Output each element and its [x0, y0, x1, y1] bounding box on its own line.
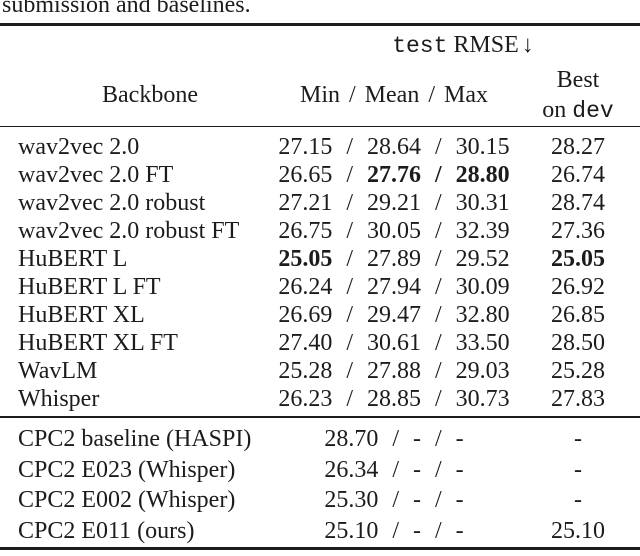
table-row: CPC2 E011 (ours) 25.10 / - / - 25.10	[0, 516, 640, 547]
backbone-results-section: wav2vec 2.0 27.15 / 28.64 / 30.15 28.27 wav…	[0, 127, 640, 416]
backbone-cell: Whisper	[18, 386, 100, 413]
best-label: Best	[556, 67, 600, 94]
table-row: HuBERT XL FT 27.40 / 30.61 / 33.50 28.50	[0, 329, 640, 357]
best-on-dev-cell: 28.74	[551, 190, 605, 217]
best-on-dev-cell: 25.28	[551, 358, 605, 385]
backbone-cell: WavLM	[18, 358, 98, 385]
best-on-dev-cell: 25.05	[551, 246, 605, 273]
min-mean-max-cell: 27.40 / 30.61 / 33.50	[278, 330, 510, 357]
best-on-dev-cell: 25.10	[551, 517, 605, 544]
min-mean-max-cell: 26.34 / - / -	[324, 456, 464, 483]
table-top-rule	[0, 23, 640, 26]
backbone-cell: wav2vec 2.0 robust FT	[18, 218, 240, 245]
best-on-dev-cell: -	[574, 426, 582, 453]
min-mean-max-cell: 26.23 / 28.85 / 30.73	[278, 386, 510, 413]
backbone-cell: HuBERT L	[18, 246, 128, 273]
table-row: wav2vec 2.0 FT 26.65 / 27.76 / 28.80 26.74	[0, 161, 640, 189]
backbone-cell: CPC2 E023 (Whisper)	[18, 456, 236, 483]
best-on-dev-cell: 26.74	[551, 162, 605, 189]
backbone-cell: wav2vec 2.0	[18, 134, 140, 161]
backbone-cell: HuBERT XL	[18, 302, 145, 329]
backbone-cell: CPC2 E002 (Whisper)	[18, 487, 236, 514]
table-row: Whisper 26.23 / 28.85 / 30.73 27.83	[0, 385, 640, 413]
min-mean-max-cell: 26.65 / 27.76 / 28.80	[278, 162, 510, 189]
backbone-cell: CPC2 baseline (HASPI)	[18, 426, 252, 453]
group-header-test-rmse: test RMSE ↓	[272, 32, 640, 59]
min-mean-max-cell: 27.15 / 28.64 / 30.15	[278, 134, 510, 161]
best-on-dev-cell: -	[574, 487, 582, 514]
best-on-dev-cell: 28.50	[551, 330, 605, 357]
backbone-cell: CPC2 E011 (ours)	[18, 517, 195, 544]
dev-label-mono: dev	[572, 98, 614, 125]
min-mean-max-cell: 28.70 / - / -	[324, 426, 464, 453]
table-row: CPC2 E002 (Whisper) 25.30 / - / - -	[0, 485, 640, 516]
column-header-best-on-dev: Best on dev	[516, 65, 640, 126]
table-row: CPC2 baseline (HASPI) 28.70 / - / - -	[0, 424, 640, 455]
down-arrow-icon: ↓	[521, 32, 534, 59]
best-on-dev-cell: 27.36	[551, 218, 605, 245]
column-header-row: Backbone Min / Mean / Max Best on dev	[0, 66, 640, 126]
backbone-cell: wav2vec 2.0 FT	[18, 162, 174, 189]
test-label-mono: test	[392, 33, 448, 60]
min-mean-max-cell: 27.21 / 29.21 / 30.31	[278, 190, 510, 217]
best-on-dev-cell: 26.85	[551, 302, 605, 329]
group-header-row: test RMSE ↓	[0, 26, 640, 66]
column-header-backbone: Backbone	[102, 82, 198, 109]
backbone-cell: HuBERT XL FT	[18, 330, 178, 357]
min-mean-max-cell: 25.10 / - / -	[324, 517, 464, 544]
table-row: wav2vec 2.0 robust FT 26.75 / 30.05 / 32.…	[0, 217, 640, 245]
min-mean-max-cell: 25.30 / - / -	[324, 487, 464, 514]
best-on-dev-cell: 26.92	[551, 274, 605, 301]
header-separator-rule	[0, 125, 640, 128]
best-on-dev-cell: 27.83	[551, 386, 605, 413]
on-dev-label: on dev	[542, 97, 614, 125]
min-mean-max-cell: 25.05 / 27.89 / 29.52	[278, 246, 510, 273]
best-on-dev-cell: -	[574, 456, 582, 483]
table-caption-text: submission and baselines.	[2, 0, 251, 18]
table-row: HuBERT XL 26.69 / 29.47 / 32.80 26.85	[0, 301, 640, 329]
min-mean-max-cell: 26.24 / 27.94 / 30.09	[278, 274, 510, 301]
backbone-cell: wav2vec 2.0 robust	[18, 190, 206, 217]
rmse-label: RMSE	[447, 32, 519, 59]
table-caption: submission and baselines.	[0, 0, 640, 18]
table-row: CPC2 E023 (Whisper) 26.34 / - / - -	[0, 455, 640, 486]
table-bottom-rule	[0, 547, 640, 551]
table-row: HuBERT L 25.05 / 27.89 / 29.52 25.05	[0, 245, 640, 273]
best-on-dev-cell: 28.27	[551, 134, 605, 161]
table-header: test RMSE ↓ Backbone Min / Mean / Max Bes…	[0, 26, 640, 126]
table-row: HuBERT L FT 26.24 / 27.94 / 30.09 26.92	[0, 273, 640, 301]
table-row: WavLM 25.28 / 27.88 / 29.03 25.28	[0, 357, 640, 385]
min-mean-max-cell: 26.69 / 29.47 / 32.80	[278, 302, 510, 329]
section-separator-rule	[0, 416, 640, 419]
table-row: wav2vec 2.0 robust 27.21 / 29.21 / 30.31 2…	[0, 189, 640, 217]
column-header-min-mean-max: Min / Mean / Max	[300, 82, 488, 109]
table-row: wav2vec 2.0 27.15 / 28.64 / 30.15 28.27	[0, 133, 640, 161]
backbone-cell: HuBERT L FT	[18, 274, 161, 301]
min-mean-max-cell: 25.28 / 27.88 / 29.03	[278, 358, 510, 385]
cpc2-baselines-section: CPC2 baseline (HASPI) 28.70 / - / - - CPC2 …	[0, 418, 640, 547]
min-mean-max-cell: 26.75 / 30.05 / 32.39	[278, 218, 510, 245]
